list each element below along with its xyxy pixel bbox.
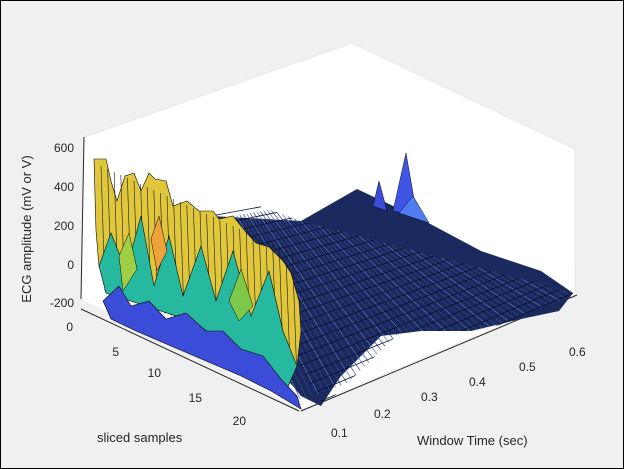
z-tick-label: 200 (54, 219, 74, 233)
z-axis-line (80, 136, 85, 300)
surface-mesh-line (270, 209, 394, 366)
y-tick-label: 0 (66, 320, 73, 334)
surface-fold (150, 215, 168, 272)
surface (93, 152, 574, 410)
z-tick-label: 400 (54, 180, 74, 194)
x-tick-label: 0.5 (519, 360, 536, 374)
z-tick-label: 600 (54, 141, 74, 155)
surface-mesh-line (263, 210, 382, 370)
surface-mesh-line (289, 262, 512, 349)
surface-fold (102, 285, 302, 410)
y-axis-label: sliced samples (97, 430, 183, 445)
x-tick-label: 0.2 (374, 407, 391, 421)
surface-fold (228, 268, 254, 322)
surface-mesh-line (284, 257, 502, 340)
surface-mesh-line (273, 208, 399, 364)
surface-mesh-line (299, 272, 533, 367)
surface-mesh-line (305, 277, 543, 375)
z-axis-label: ECG amplitude (mV or V) (19, 155, 34, 302)
surface-mesh-line (253, 212, 365, 377)
surface-mesh-line (292, 252, 297, 364)
surface-mesh-line (285, 249, 291, 362)
surface-mesh-line (273, 248, 481, 323)
surface-spike (398, 195, 430, 224)
y-tick-label: 15 (189, 391, 203, 405)
surface-fold (118, 232, 138, 292)
z-tick-label: -200 (50, 296, 74, 310)
x-tick-label: 0.1 (331, 426, 348, 440)
surface-mesh-line (294, 267, 522, 358)
surface-mesh-line (266, 209, 388, 368)
surface-mesh-line (249, 212, 359, 379)
surface-mesh-line (256, 211, 371, 375)
surface-mesh-line (278, 253, 491, 331)
axis-edge (351, 42, 576, 150)
y-tick-label: 10 (148, 366, 162, 380)
x-tick-label: 0.3 (421, 390, 438, 404)
surface-mesh-line (280, 207, 411, 359)
surface-mesh-line (246, 213, 353, 382)
x-axis-label: Window Time (sec) (417, 433, 528, 448)
surface-mesh-line (277, 208, 405, 362)
z-ticks: 600 400 200 0 -200 (50, 141, 74, 310)
axis-edge (83, 42, 353, 138)
x-tick-label: 0.4 (469, 375, 486, 389)
y-tick-label: 5 (112, 345, 119, 359)
z-tick-label: 0 (67, 258, 74, 272)
surface-spike (372, 180, 388, 212)
surface-mesh-line (259, 211, 376, 373)
y-ticks: 0 5 10 15 20 (66, 320, 246, 428)
y-axis-line (80, 308, 300, 412)
x-tick-label: 0.6 (569, 345, 586, 359)
x-ticks: 0.1 0.2 0.3 0.4 0.5 0.6 (331, 345, 586, 440)
y-tick-label: 20 (233, 414, 247, 428)
